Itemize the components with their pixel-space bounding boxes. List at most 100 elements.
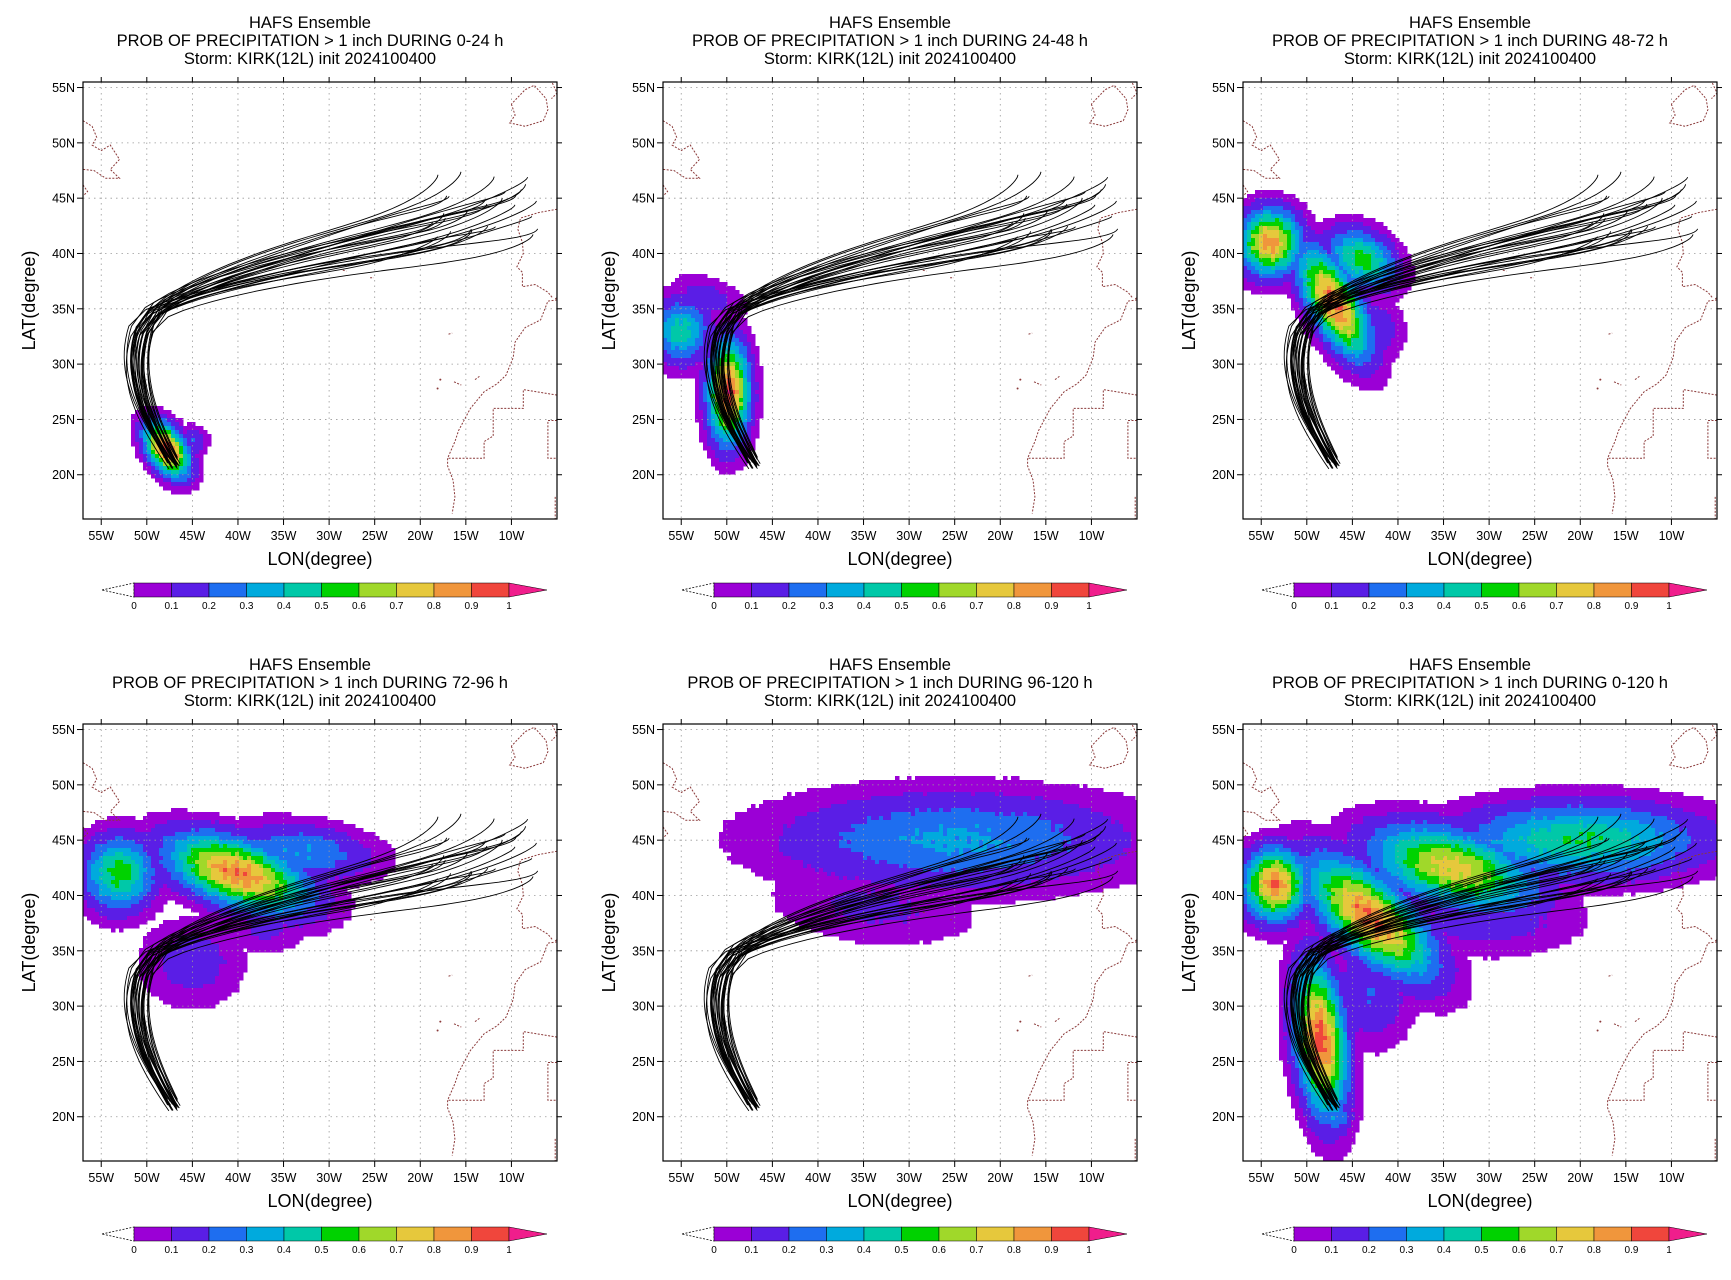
coastline [83,724,557,1161]
x-tick-label: 50W [714,529,740,543]
panel-storm-line: Storm: KIRK(12L) init 2024100400 [184,50,436,68]
x-axis-label: LON(degree) [267,549,372,569]
y-axis-label: LAT(degree) [599,893,619,993]
x-tick-label: 45W [180,529,206,543]
track-line [727,203,1068,466]
y-tick-label: 30N [1212,358,1235,372]
colorbar-label: 1 [1086,1245,1092,1256]
y-axis-label: LAT(degree) [19,893,39,993]
x-tick-label: 35W [851,529,877,543]
x-tick-label: 15W [453,529,479,543]
x-tick-label: 55W [668,529,694,543]
ensemble-tracks [123,171,539,470]
y-tick-label: 35N [1212,302,1235,316]
x-tick-label: 15W [453,1171,479,1185]
track-line [716,176,1109,464]
map-frame [1242,723,1718,1162]
track-line [134,858,533,1111]
colorbar-label: 0 [711,1245,717,1256]
y-tick-label: 55N [52,81,75,95]
x-axis-label: LON(degree) [267,1191,372,1211]
x-tick-label: 15W [1613,1171,1639,1185]
colorbar-label: 0.1 [745,601,759,612]
y-tick-label: 50N [1212,778,1235,792]
x-tick-label: 35W [1431,529,1457,543]
track-line [1307,845,1648,1108]
colorbar-label: 0.9 [465,1245,479,1256]
track-line [710,870,1052,1102]
colorbar-label: 0 [131,1245,137,1256]
x-tick-label: 35W [1431,1171,1457,1185]
y-tick-label: 45N [632,192,655,206]
track-line [1302,840,1663,1110]
colorbar-label: 0.1 [1325,601,1339,612]
track-line [717,171,1042,467]
y-axis-label: LAT(degree) [1179,251,1199,351]
track-line [130,228,472,460]
colorbar-label: 0.8 [1587,601,1601,612]
x-tick-label: 45W [760,1171,786,1185]
x-tick-label: 50W [134,1171,160,1185]
panel-title: HAFS Ensemble [249,14,371,32]
track-line [1286,852,1629,1102]
probability-field [83,808,396,1009]
track-line [138,195,517,465]
colorbar-label: 0.8 [1587,1245,1601,1256]
track-line [723,217,1026,466]
track-line [123,228,539,460]
track-line [1297,813,1622,1109]
y-axis-label: LAT(degree) [1179,893,1199,993]
track-line [1285,855,1605,1112]
y-tick-label: 30N [632,358,655,372]
track-line [714,216,1113,469]
map-frame [662,81,1138,520]
y-tick-label: 25N [1212,413,1235,427]
colorbar-label: 0.6 [932,601,946,612]
y-tick-label: 55N [1212,723,1235,737]
y-tick-label: 35N [632,944,655,958]
coastline [83,82,557,519]
x-axis-label: LON(degree) [847,549,952,569]
y-tick-label: 35N [1212,944,1235,958]
y-tick-label: 55N [1212,81,1235,95]
graticule [663,724,1137,1161]
track-line [1286,210,1629,460]
x-tick-label: 15W [1613,529,1639,543]
x-tick-label: 40W [805,1171,831,1185]
colorbar-label: 1 [1086,601,1092,612]
colorbar-label: 1 [1666,601,1672,612]
probability-field [719,776,1137,945]
colorbar-label: 1 [506,1245,512,1256]
graticule [83,724,557,1161]
colorbar-label: 0.6 [1512,601,1526,612]
colorbar-label: 0.5 [895,601,909,612]
track-line [1303,859,1606,1108]
x-tick-label: 10W [499,529,525,543]
colorbar-label: 0.7 [1550,1245,1564,1256]
colorbar-label: 0.7 [390,601,404,612]
x-tick-label: 50W [1294,529,1320,543]
colorbar-label: 0.5 [895,1245,909,1256]
colorbar-label: 0.1 [165,1245,179,1256]
colorbar-label: 0.9 [1045,601,1059,612]
track-line [1303,195,1608,460]
panel-subtitle: PROB OF PRECIPITATION > 1 inch DURING 24… [692,32,1088,50]
colorbar-label: 0.8 [427,1245,441,1256]
y-tick-label: 55N [632,81,655,95]
x-tick-label: 45W [180,1171,206,1185]
probability-field [1243,190,1416,391]
track-line [1302,198,1663,468]
x-tick-label: 25W [362,1171,388,1185]
x-tick-label: 50W [134,529,160,543]
track-line [126,210,469,460]
colorbar-label: 0.3 [820,601,834,612]
x-tick-label: 55W [1248,1171,1274,1185]
track-line [722,198,1083,468]
coastline [1243,724,1717,1161]
track-line [143,837,448,1102]
